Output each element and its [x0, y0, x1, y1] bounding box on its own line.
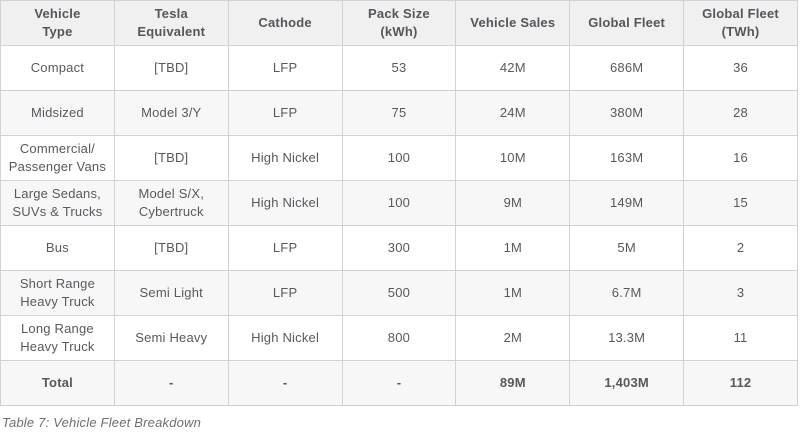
table-row-short-range-truck: Short Range Heavy Truck Semi Light LFP 5…	[0, 270, 798, 316]
header-row: Vehicle Type Tesla Equivalent Cathode Pa…	[0, 0, 798, 46]
column-header-pack-size: Pack Size (kWh)	[341, 0, 457, 46]
column-header-tesla-equivalent: Tesla Equivalent	[113, 0, 229, 46]
table-cell: 11	[683, 315, 798, 361]
table-cell: 89M	[455, 360, 571, 406]
table-cell: High Nickel	[227, 180, 343, 226]
table-cell: -	[341, 360, 457, 406]
column-header-global-fleet: Global Fleet	[569, 0, 685, 46]
table-cell: Semi Heavy	[113, 315, 229, 361]
table-cell: 24M	[455, 90, 571, 136]
table-cell: Bus	[0, 225, 115, 271]
table-header: Vehicle Type Tesla Equivalent Cathode Pa…	[0, 0, 798, 46]
table-cell: 2M	[455, 315, 571, 361]
table-cell: Commercial/ Passenger Vans	[0, 135, 115, 181]
table-cell: LFP	[227, 270, 343, 316]
table-cell: 6.7M	[569, 270, 685, 316]
table-cell: Short Range Heavy Truck	[0, 270, 115, 316]
table-cell: High Nickel	[227, 135, 343, 181]
table-cell-total-label: Total	[0, 360, 115, 406]
table-cell: 9M	[455, 180, 571, 226]
table-cell: [TBD]	[113, 135, 229, 181]
table-cell: 686M	[569, 45, 685, 91]
table-cell: LFP	[227, 45, 343, 91]
table-cell: -	[113, 360, 229, 406]
column-header-cathode: Cathode	[227, 0, 343, 46]
table-cell: 100	[341, 180, 457, 226]
table-cell: 800	[341, 315, 457, 361]
table-cell: 13.3M	[569, 315, 685, 361]
table-cell: 15	[683, 180, 798, 226]
table-body: Compact [TBD] LFP 53 42M 686M 36 Midsize…	[0, 45, 798, 406]
table-cell: 3	[683, 270, 798, 316]
table-cell: 380M	[569, 90, 685, 136]
table-cell: [TBD]	[113, 45, 229, 91]
table-cell: 28	[683, 90, 798, 136]
table-row-commercial-vans: Commercial/ Passenger Vans [TBD] High Ni…	[0, 135, 798, 181]
table-cell: Model 3/Y	[113, 90, 229, 136]
column-header-vehicle-type: Vehicle Type	[0, 0, 115, 46]
table-cell: 42M	[455, 45, 571, 91]
table-cell: 1M	[455, 225, 571, 271]
table-cell: Long Range Heavy Truck	[0, 315, 115, 361]
table-cell: 2	[683, 225, 798, 271]
table-cell: 300	[341, 225, 457, 271]
table-cell: 100	[341, 135, 457, 181]
column-header-vehicle-sales: Vehicle Sales	[455, 0, 571, 46]
table-caption: Table 7: Vehicle Fleet Breakdown	[2, 415, 202, 430]
table-cell: 163M	[569, 135, 685, 181]
table-cell: 500	[341, 270, 457, 316]
table-row-compact: Compact [TBD] LFP 53 42M 686M 36	[0, 45, 798, 91]
vehicle-fleet-table: Vehicle Type Tesla Equivalent Cathode Pa…	[0, 0, 798, 406]
table-row-large-sedans: Large Sedans, SUVs & Trucks Model S/X, C…	[0, 180, 798, 226]
table-cell: [TBD]	[113, 225, 229, 271]
table-cell: Semi Light	[113, 270, 229, 316]
table-cell: 16	[683, 135, 798, 181]
table-cell: -	[227, 360, 343, 406]
table-cell: 5M	[569, 225, 685, 271]
table-cell: 36	[683, 45, 798, 91]
table-cell: LFP	[227, 225, 343, 271]
table-row-bus: Bus [TBD] LFP 300 1M 5M 2	[0, 225, 798, 271]
table-cell: Large Sedans, SUVs & Trucks	[0, 180, 115, 226]
table-cell: Compact	[0, 45, 115, 91]
table-cell: 75	[341, 90, 457, 136]
table-cell: 53	[341, 45, 457, 91]
table-cell: LFP	[227, 90, 343, 136]
table-row-midsized: Midsized Model 3/Y LFP 75 24M 380M 28	[0, 90, 798, 136]
table-cell: 112	[683, 360, 798, 406]
table-cell: Midsized	[0, 90, 115, 136]
table-cell: 1M	[455, 270, 571, 316]
table-cell: 1,403M	[569, 360, 685, 406]
table-cell: High Nickel	[227, 315, 343, 361]
table-row-total: Total - - - 89M 1,403M 112	[0, 360, 798, 406]
table-row-long-range-truck: Long Range Heavy Truck Semi Heavy High N…	[0, 315, 798, 361]
table-cell: 10M	[455, 135, 571, 181]
column-header-global-fleet-twh: Global Fleet (TWh)	[683, 0, 798, 46]
table-cell: Model S/X, Cybertruck	[113, 180, 229, 226]
table-cell: 149M	[569, 180, 685, 226]
